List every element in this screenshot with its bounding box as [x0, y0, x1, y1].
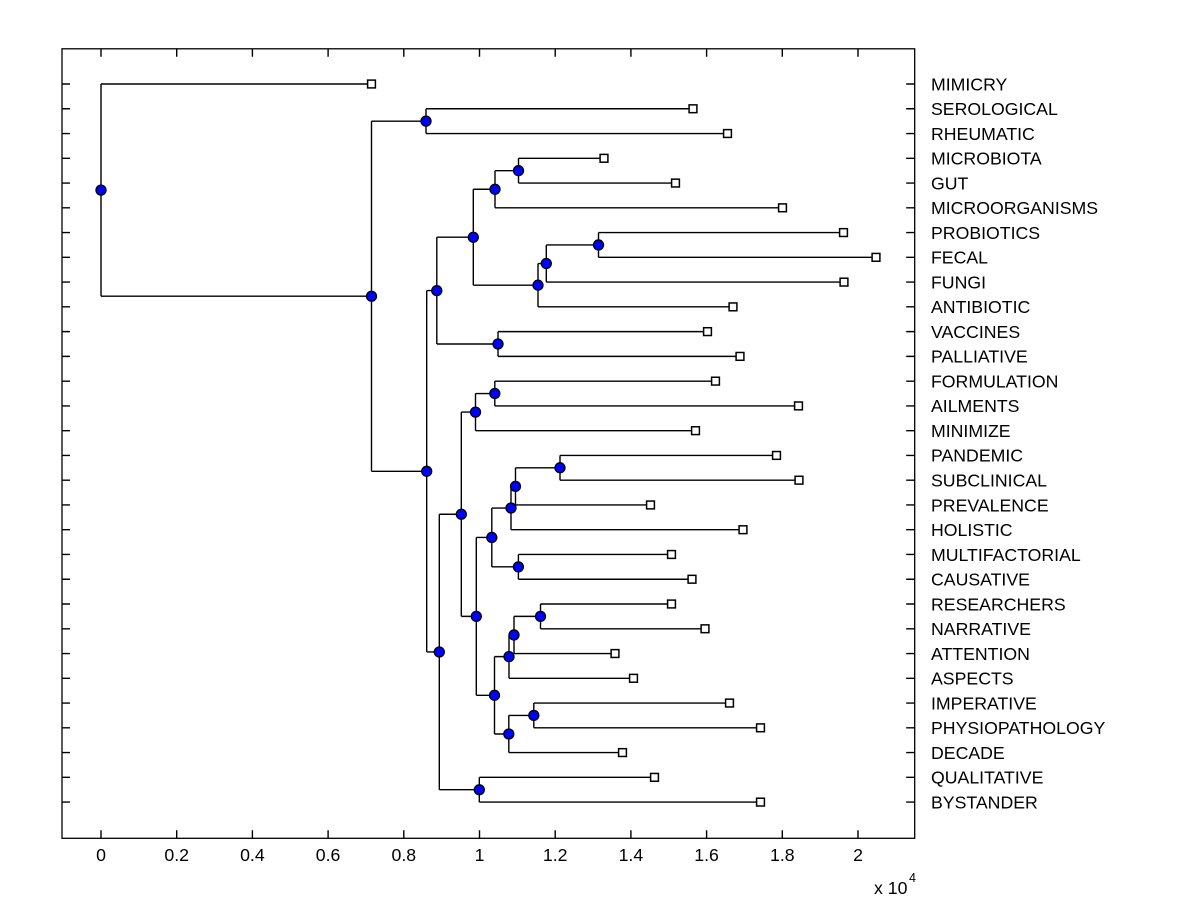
svg-text:BYSTANDER: BYSTANDER: [931, 792, 1038, 812]
svg-text:SEROLOGICAL: SEROLOGICAL: [931, 99, 1058, 119]
svg-text:IMPERATIVE: IMPERATIVE: [931, 693, 1037, 713]
svg-text:PREVALENCE: PREVALENCE: [931, 495, 1049, 515]
svg-text:ATTENTION: ATTENTION: [931, 644, 1030, 664]
svg-text:RESEARCHERS: RESEARCHERS: [931, 594, 1066, 614]
svg-text:1.4: 1.4: [619, 845, 644, 865]
svg-text:QUALITATIVE: QUALITATIVE: [931, 768, 1044, 788]
svg-text:FORMULATION: FORMULATION: [931, 371, 1058, 391]
svg-text:ANTIBIOTIC: ANTIBIOTIC: [931, 297, 1030, 317]
svg-text:RHEUMATIC: RHEUMATIC: [931, 124, 1035, 144]
svg-text:CAUSATIVE: CAUSATIVE: [931, 570, 1030, 590]
svg-text:0.2: 0.2: [164, 845, 189, 865]
svg-text:DECADE: DECADE: [931, 743, 1005, 763]
svg-text:1.8: 1.8: [770, 845, 795, 865]
svg-text:PALLIATIVE: PALLIATIVE: [931, 347, 1028, 367]
svg-text:HOLISTIC: HOLISTIC: [931, 520, 1013, 540]
svg-text:FECAL: FECAL: [931, 248, 988, 268]
svg-text:1.6: 1.6: [694, 845, 719, 865]
svg-text:x 10: x 10: [874, 878, 908, 898]
svg-text:PROBIOTICS: PROBIOTICS: [931, 223, 1040, 243]
svg-text:MULTIFACTORIAL: MULTIFACTORIAL: [931, 545, 1081, 565]
svg-text:0.8: 0.8: [392, 845, 417, 865]
svg-text:SUBCLINICAL: SUBCLINICAL: [931, 470, 1047, 490]
svg-text:PHYSIOPATHOLOGY: PHYSIOPATHOLOGY: [931, 718, 1105, 738]
svg-text:GUT: GUT: [931, 173, 969, 193]
svg-text:1: 1: [475, 845, 485, 865]
svg-text:AILMENTS: AILMENTS: [931, 396, 1019, 416]
svg-text:FUNGI: FUNGI: [931, 272, 986, 292]
svg-text:0: 0: [96, 845, 106, 865]
svg-text:0.6: 0.6: [316, 845, 341, 865]
svg-text:MINIMIZE: MINIMIZE: [931, 421, 1011, 441]
svg-text:4: 4: [909, 871, 916, 885]
svg-text:MICROORGANISMS: MICROORGANISMS: [931, 198, 1098, 218]
svg-text:1.2: 1.2: [543, 845, 568, 865]
svg-text:MIMICRY: MIMICRY: [931, 74, 1008, 94]
svg-text:PANDEMIC: PANDEMIC: [931, 446, 1023, 466]
svg-text:ASPECTS: ASPECTS: [931, 669, 1014, 689]
svg-text:VACCINES: VACCINES: [931, 322, 1020, 342]
svg-text:0.4: 0.4: [240, 845, 265, 865]
svg-text:MICROBIOTA: MICROBIOTA: [931, 149, 1042, 169]
svg-text:NARRATIVE: NARRATIVE: [931, 619, 1031, 639]
svg-text:2: 2: [853, 845, 863, 865]
